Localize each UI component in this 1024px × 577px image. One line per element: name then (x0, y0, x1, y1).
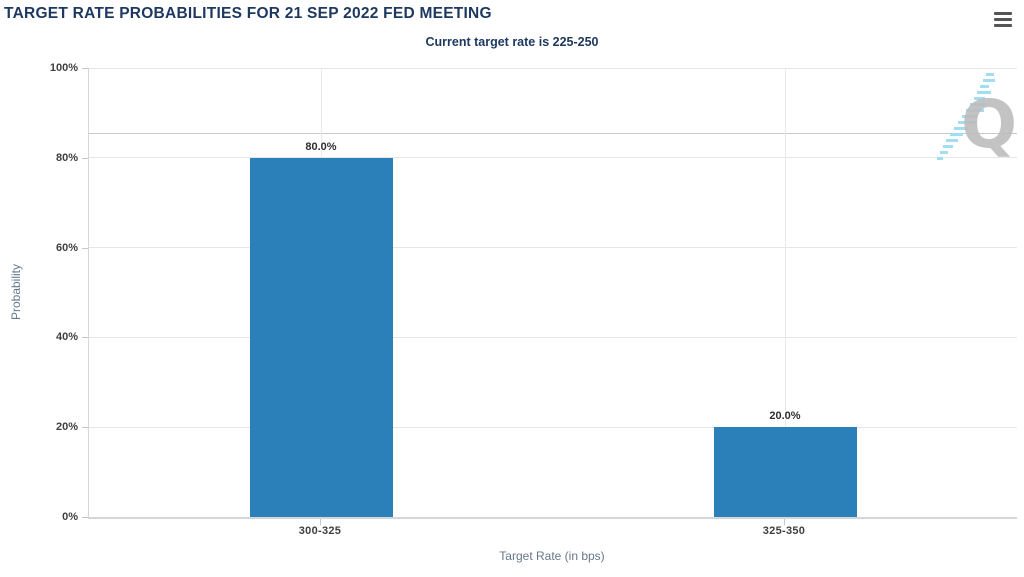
y-tick-label: 80% (55, 151, 78, 164)
bar-300-325[interactable] (249, 157, 393, 517)
x-tick (320, 519, 321, 525)
y-tick-label: 40% (55, 331, 78, 344)
y-tick (82, 337, 88, 339)
x-tick (784, 519, 785, 525)
h-gridline (89, 157, 1017, 159)
x-tick-label: 300-325 (298, 525, 342, 537)
y-tick (82, 68, 88, 69)
bar-value-label: 20.0% (769, 410, 801, 423)
y-tick-label: 100% (49, 62, 78, 74)
hamburger-menu-icon (994, 18, 1012, 21)
h-gridline (89, 67, 1017, 69)
x-tick-label: 325-350 (762, 525, 806, 537)
export-menu-button[interactable] (992, 11, 1014, 31)
y-tick (82, 157, 88, 159)
chart-title: TARGET RATE PROBABILITIES FOR 21 SEP 202… (4, 5, 492, 22)
hamburger-menu-icon (994, 24, 1012, 27)
y-tick-label: 0% (62, 511, 78, 523)
y-tick-label: 20% (55, 421, 78, 434)
chart-subtitle: Current target rate is 225-250 (425, 35, 599, 49)
h-gridline (89, 247, 1017, 249)
h-gridline (89, 426, 1017, 428)
extra-gridline (89, 132, 1017, 134)
y-tick (82, 517, 88, 518)
y-tick (82, 247, 88, 249)
y-tick-label: 60% (55, 241, 78, 254)
hamburger-menu-icon (994, 12, 1012, 15)
h-gridline (89, 336, 1017, 338)
plot-area: 80.0% 20.0% (88, 67, 1017, 519)
v-gridline (784, 68, 786, 517)
y-axis-title: Probability (9, 263, 23, 321)
y-tick (82, 427, 88, 429)
x-axis-title: Target Rate (in bps) (499, 549, 605, 563)
bar-325-350[interactable] (713, 427, 857, 517)
bar-value-label: 80.0% (305, 140, 337, 153)
